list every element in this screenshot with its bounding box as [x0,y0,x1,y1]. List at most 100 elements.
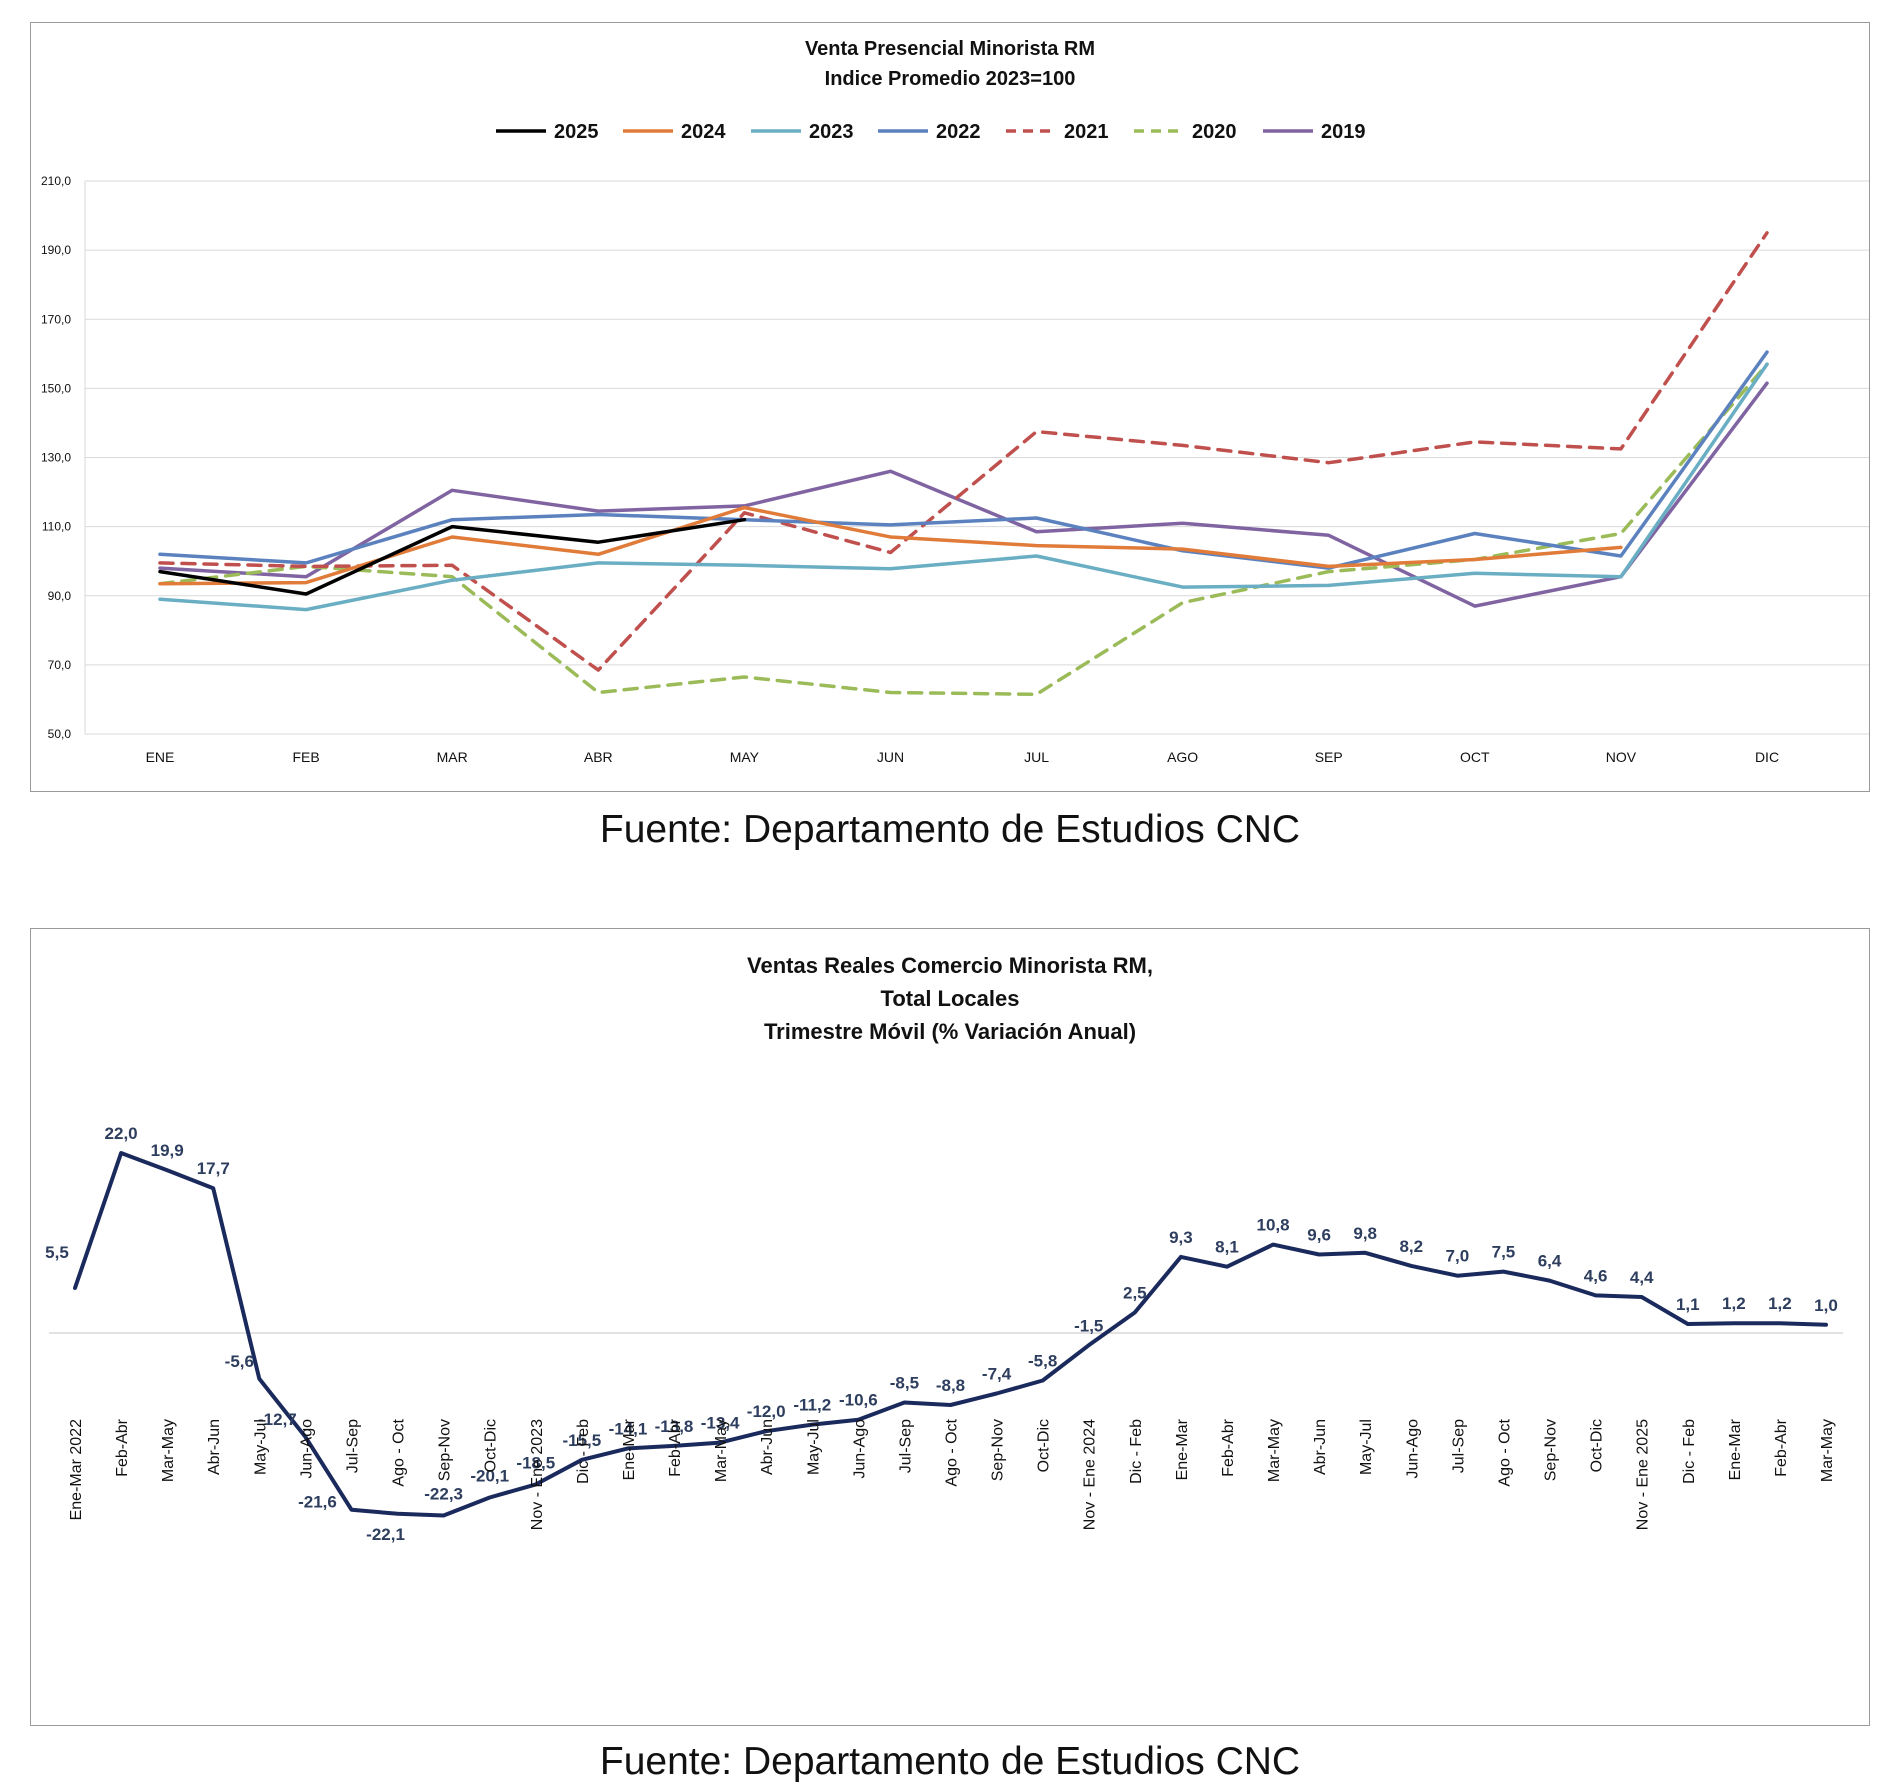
x-tick-label: Ago - Oct [944,1418,961,1486]
data-label: -11,2 [793,1396,831,1415]
x-tick-label: Jul-Sep [897,1419,914,1473]
x-tick-label: Dic - Feb [1681,1419,1698,1484]
legend-label-2025: 2025 [554,121,599,143]
data-label: 1,2 [1768,1294,1792,1313]
y-tick-label: 90,0 [48,589,72,603]
x-tick-label: Nov - Ene 2023 [529,1419,546,1530]
legend-label-2021: 2021 [1064,121,1109,143]
x-tick-label: Oct-Dic [483,1419,500,1472]
y-tick-label: 130,0 [41,451,71,465]
data-label: 19,9 [151,1141,184,1160]
data-label: -22,3 [424,1484,463,1503]
x-tick-label: Dic - Feb [1128,1419,1145,1484]
data-label: -22,1 [366,1525,405,1544]
source-caption-top: Fuente: Departamento de Estudios CNC [599,808,1301,851]
data-label: 7,5 [1492,1243,1516,1262]
data-label: 22,0 [105,1124,138,1143]
data-label: -18,5 [516,1453,555,1472]
x-tick-label: Mar-May [713,1419,730,1482]
data-label: -7,4 [982,1365,1012,1384]
x-tick-label: JUL [1024,749,1049,765]
data-label: -13,8 [655,1417,694,1436]
x-tick-label: Nov - Ene 2025 [1635,1419,1652,1530]
source-caption-bottom: Fuente: Departamento de Estudios CNC [599,1740,1301,1783]
y-tick-label: 70,0 [48,658,72,672]
data-label: -5,8 [1028,1351,1057,1370]
x-tick-label: DIC [1755,749,1779,765]
data-label: -5,6 [225,1352,254,1371]
x-tick-label: Mar-May [1819,1419,1836,1482]
series-line-2023 [158,362,1769,612]
data-label: 8,1 [1215,1238,1239,1257]
y-tick-label: 50,0 [48,727,72,741]
data-label: 5,5 [45,1243,69,1262]
data-label: 1,1 [1676,1295,1700,1314]
data-label: -20,1 [470,1466,509,1485]
data-label: 4,6 [1584,1266,1608,1285]
x-tick-label: Feb-Abr [1773,1418,1790,1476]
legend-label-2020: 2020 [1192,121,1237,143]
y-tick-label: 150,0 [41,381,71,395]
data-label: 7,0 [1446,1247,1470,1266]
x-tick-label: May-Jul [252,1419,269,1475]
x-tick-label: Abr-Jun [759,1419,776,1475]
data-label: -21,6 [298,1493,337,1512]
chart-title-line: Trimestre Móvil (% Variación Anual) [764,1019,1136,1044]
x-tick-label: SEP [1315,749,1343,765]
x-tick-label: Jun-Ago [851,1419,868,1479]
y-tick-label: 210,0 [41,174,71,188]
x-tick-label: AGO [1167,749,1198,765]
chart-title: Venta Presencial Minorista RM [805,38,1095,60]
x-tick-label: Ago - Oct [1496,1418,1513,1486]
x-tick-label: May-Jul [1358,1419,1375,1475]
x-tick-label: OCT [1460,749,1490,765]
sales-chart-panel: Ventas Reales Comercio Minorista RM, Tota… [30,928,1870,1726]
x-tick-label: Nov - Ene 2024 [1082,1419,1099,1530]
data-label: -8,8 [936,1376,965,1395]
x-tick-label: Sep-Nov [1543,1419,1560,1481]
series-line-2020 [158,362,1769,697]
x-tick-label: Sep-Nov [437,1419,454,1481]
series-line-2019 [158,381,1769,608]
series-line-2021 [158,231,1769,672]
x-tick-label: Jun-Ago [1404,1419,1421,1479]
index-chart-panel: Venta Presencial Minorista RM Indice Prom… [30,22,1870,792]
chart-subtitle: Indice Promedio 2023=100 [825,68,1076,90]
data-label: -8,5 [890,1374,919,1393]
chart-title-line: Total Locales [881,986,1020,1011]
x-tick-label: Jun-Ago [298,1419,315,1479]
series-line-variation [73,1151,1828,1518]
x-tick-label: Ene-Mar 2022 [68,1419,85,1520]
data-label: -12,0 [747,1402,786,1421]
x-tick-label: NOV [1606,749,1637,765]
data-label: 1,0 [1814,1296,1838,1315]
x-tick-label: FEB [292,749,319,765]
x-tick-label: Sep-Nov [990,1419,1007,1481]
data-label: 8,2 [1399,1237,1423,1256]
x-tick-label: Oct-Dic [1036,1419,1053,1472]
index-line-chart: Venta Presencial Minorista RM Indice Prom… [41,38,1869,765]
x-tick-label: Abr-Jun [206,1419,223,1475]
x-tick-label: JUN [877,749,904,765]
series-line-2024 [158,505,1623,586]
y-tick-label: 110,0 [42,520,71,534]
x-tick-label: May-Jul [805,1419,822,1475]
x-tick-label: Ene-Mar [1174,1418,1191,1480]
legend-label-2023: 2023 [809,121,854,143]
x-tick-label: Dic - Feb [575,1419,592,1484]
data-label: 2,5 [1123,1284,1147,1303]
data-label: -13,4 [701,1414,740,1433]
data-label: -12,7 [258,1410,297,1429]
data-label: 10,8 [1257,1216,1290,1235]
x-tick-label: MAY [730,749,760,765]
x-tick-label: Ago - Oct [391,1418,408,1486]
y-tick-label: 170,0 [41,312,71,326]
sales-variation-line-chart: Ventas Reales Comercio Minorista RM, Tota… [45,953,1843,1544]
x-tick-label: ENE [146,749,175,765]
x-tick-label: Jul-Sep [345,1419,362,1473]
legend-label-2024: 2024 [681,121,726,143]
chart-title-line: Ventas Reales Comercio Minorista RM, [747,953,1153,978]
data-label: 4,4 [1630,1268,1654,1287]
x-tick-label: Mar-May [1266,1419,1283,1482]
data-label: 9,6 [1307,1225,1331,1244]
